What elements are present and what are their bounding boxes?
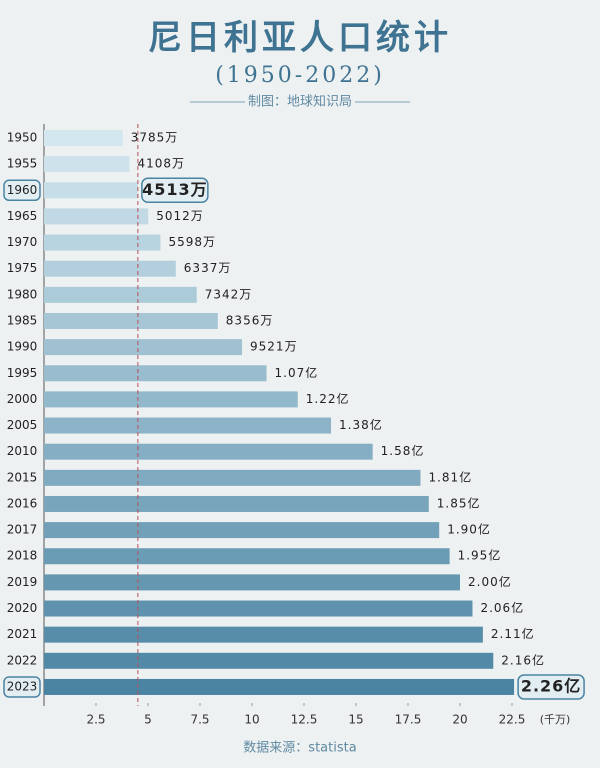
- value-label: 1.22亿: [306, 391, 350, 406]
- bar: [44, 548, 450, 565]
- value-label: 1.95亿: [458, 548, 502, 563]
- value-label: 6337万: [184, 261, 232, 275]
- bar: [44, 156, 130, 173]
- y-tick-label: 2017: [7, 523, 38, 537]
- y-tick-label: 2019: [7, 575, 38, 589]
- chart-title: 尼日利亚人口统计: [148, 18, 452, 58]
- y-tick-label: 1985: [7, 313, 38, 327]
- bar: [44, 678, 515, 695]
- value-label: 1.81亿: [428, 469, 472, 484]
- bar: [44, 652, 494, 669]
- y-tick-label: 1970: [7, 235, 38, 249]
- value-label: 3785万: [131, 131, 179, 145]
- y-tick-label: 1995: [7, 366, 38, 380]
- x-tick-label: 15: [348, 713, 363, 727]
- bar: [44, 469, 421, 486]
- x-tick-label: 17.5: [395, 713, 422, 727]
- y-tick-label: 1980: [7, 287, 38, 301]
- value-highlight-box: [141, 177, 209, 204]
- bar: [44, 182, 138, 199]
- x-tick-label: 7.5: [190, 713, 209, 727]
- bar: [44, 574, 460, 591]
- y-tick-label: 2023: [7, 679, 38, 693]
- bar: [44, 600, 473, 617]
- value-label: 4108万: [137, 157, 185, 171]
- value-label: 2.11亿: [491, 626, 535, 641]
- bar: [44, 626, 483, 643]
- source: 数据来源：statista: [243, 741, 356, 756]
- y-tick-label: 1975: [7, 261, 38, 275]
- bar: [44, 495, 429, 512]
- value-label: 7342万: [205, 287, 253, 301]
- x-tick-label: 22.5: [499, 713, 526, 727]
- y-tick-label: 2015: [7, 470, 38, 484]
- value-label: 9521万: [250, 340, 298, 354]
- x-tick-label: 10: [244, 713, 259, 727]
- bar: [44, 365, 267, 382]
- x-tick-label: 5: [144, 713, 152, 727]
- y-tick-label: 1960: [7, 183, 38, 197]
- value-label: 2.16亿: [501, 652, 545, 667]
- x-tick-label: 2.5: [86, 713, 105, 727]
- y-tick-label: 2021: [7, 627, 38, 641]
- bar: [44, 260, 176, 277]
- y-tick-label: 1990: [7, 340, 38, 354]
- value-label: 1.90亿: [447, 522, 491, 537]
- value-label: 8356万: [226, 313, 274, 327]
- bar: [44, 286, 197, 303]
- value-label: 2.06亿: [480, 600, 524, 615]
- y-tick-label: 2020: [7, 601, 38, 615]
- y-tick-label: 1955: [7, 157, 38, 171]
- value-label: 5598万: [168, 235, 216, 249]
- value-label: 1.58亿: [381, 443, 425, 458]
- category-highlight-box: [3, 676, 41, 698]
- y-tick-label: 2005: [7, 418, 38, 432]
- value-label: 4513万: [142, 180, 208, 199]
- value-label: 5012万: [156, 209, 204, 223]
- value-label: 2.00亿: [468, 574, 512, 589]
- credit: 制图：地球知识局: [248, 94, 352, 110]
- y-tick-label: 1965: [7, 209, 38, 223]
- bar: [44, 391, 298, 408]
- category-highlight-box: [3, 179, 41, 202]
- y-tick-label: 2018: [7, 549, 38, 563]
- bar: [44, 234, 161, 251]
- x-tick-label: 12.5: [291, 713, 318, 727]
- y-tick-label: 2000: [7, 392, 38, 406]
- bar: [44, 522, 440, 539]
- value-label: 2.26亿: [521, 676, 581, 695]
- x-unit: (千万): [540, 713, 571, 726]
- y-tick-label: 2022: [7, 653, 38, 667]
- bar: [44, 339, 243, 356]
- bar: [44, 312, 218, 329]
- y-tick-label: 1950: [7, 131, 38, 145]
- y-tick-label: 2010: [7, 444, 38, 458]
- value-label: 1.85亿: [437, 495, 481, 510]
- bar: [44, 443, 373, 460]
- y-tick-label: 2016: [7, 496, 38, 510]
- bar: [44, 208, 149, 225]
- value-label: 1.07亿: [275, 365, 319, 380]
- value-label: 1.38亿: [339, 417, 383, 432]
- x-tick-label: 20: [452, 713, 467, 727]
- chart-subtitle: (1950-2022): [215, 63, 385, 88]
- bar: [44, 130, 123, 146]
- bar: [44, 417, 332, 434]
- value-highlight-box: [517, 674, 585, 700]
